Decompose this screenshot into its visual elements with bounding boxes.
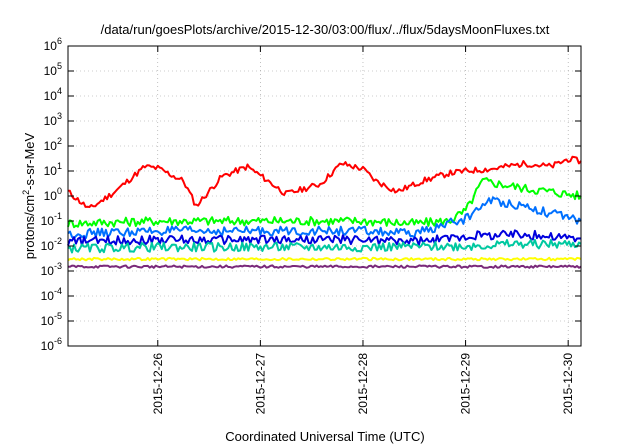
y-tick-label: 10-6 [41, 336, 62, 353]
series-line-2 [67, 196, 582, 240]
y-tick-label: 101 [44, 161, 62, 178]
series-line-6 [67, 264, 582, 269]
y-tick-label: 106 [44, 36, 62, 53]
x-tick-label: 2015-12-26 [151, 353, 165, 415]
y-tick-label: 10-2 [41, 236, 62, 253]
x-axis-ticks: 2015-12-26 2015-12-27 2015-12-28 2015-12-29… [151, 46, 575, 414]
y-tick-label: 10-3 [41, 261, 62, 278]
y-axis-ticks: 10-6 10-5 10-4 10-3 10-2 10-1 100 101 102 103 104 1… [41, 36, 581, 353]
y-tick-label: 10-5 [41, 311, 62, 328]
y-tick-label: 103 [44, 111, 62, 128]
y-tick-label: 10-1 [41, 211, 62, 228]
grid [68, 46, 581, 346]
x-tick-label: 2015-12-30 [561, 353, 575, 415]
series-layer [67, 155, 582, 269]
y-axis-label: protons/cm2-s-sr-MeV [21, 132, 37, 259]
y-tick-label: 105 [44, 61, 62, 78]
y-tick-label: 102 [44, 136, 62, 153]
series-line-5 [67, 256, 582, 262]
y-tick-label: 104 [44, 86, 62, 103]
y-tick-label: 100 [44, 186, 62, 203]
series-line-0 [67, 155, 582, 208]
series-line-3 [67, 229, 582, 247]
y-tick-label: 10-4 [41, 286, 62, 303]
chart-title: /data/run/goesPlots/archive/2015-12-30/0… [101, 22, 550, 37]
x-tick-label: 2015-12-29 [459, 353, 473, 415]
x-axis-label: Coordinated Universal Time (UTC) [225, 429, 424, 444]
series-line-4 [67, 238, 582, 254]
x-tick-label: 2015-12-27 [253, 353, 267, 415]
series-line-1 [67, 177, 582, 229]
x-tick-label: 2015-12-28 [356, 353, 370, 415]
